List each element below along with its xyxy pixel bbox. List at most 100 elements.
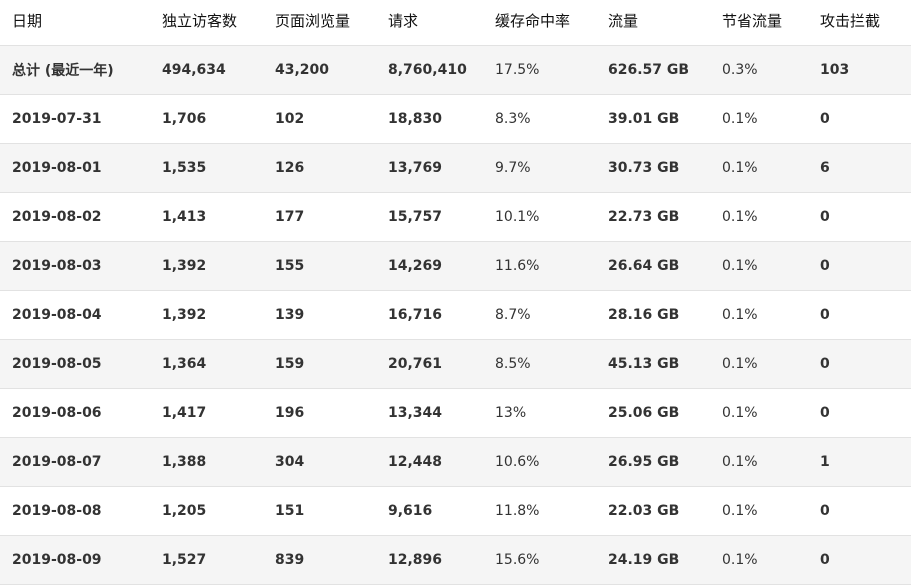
table-row: 2019-08-01 1,535 126 13,769 9.7% 30.73 GB 0.1%… — [0, 143, 911, 193]
traffic-cell: 26.64 GB — [596, 241, 710, 291]
unique-visitors-cell: 1,413 — [150, 192, 263, 242]
table-row: 2019-08-05 1,364 159 20,761 8.5% 45.13 GB 0.1%… — [0, 339, 911, 389]
requests-cell: 13,769 — [376, 143, 483, 193]
header-page-views: 页面浏览量 — [263, 0, 376, 46]
traffic-cell: 22.03 GB — [596, 486, 710, 536]
header-row: 日期 独立访客数 页面浏览量 请求 缓存命中率 流量 节省流量 攻击拦截 — [0, 0, 911, 46]
header-cache-hit-rate: 缓存命中率 — [483, 0, 596, 46]
saved-traffic-cell: 0.1% — [710, 94, 808, 144]
table-body: 总计 (最近一年) 494,634 43,200 8,760,410 17.5% 626.… — [0, 45, 911, 585]
saved-traffic-cell: 0.3% — [710, 45, 808, 95]
table-row: 2019-08-06 1,417 196 13,344 13% 25.06 GB 0.1% 0 — [0, 388, 911, 438]
attacks-blocked-cell: 0 — [808, 290, 911, 340]
page-views-cell: 839 — [263, 535, 376, 585]
traffic-cell: 28.16 GB — [596, 290, 710, 340]
attacks-blocked-cell: 0 — [808, 486, 911, 536]
page-views-cell: 126 — [263, 143, 376, 193]
saved-traffic-cell: 0.1% — [710, 437, 808, 487]
traffic-cell: 26.95 GB — [596, 437, 710, 487]
unique-visitors-cell: 1,535 — [150, 143, 263, 193]
page-views-cell: 102 — [263, 94, 376, 144]
unique-visitors-cell: 1,205 — [150, 486, 263, 536]
date-cell: 2019-08-06 — [0, 388, 150, 438]
attacks-blocked-cell: 103 — [808, 45, 911, 95]
saved-traffic-cell: 0.1% — [710, 486, 808, 536]
date-cell: 2019-08-08 — [0, 486, 150, 536]
cache-hit-rate-cell: 11.8% — [483, 486, 596, 536]
date-cell: 2019-08-09 — [0, 535, 150, 585]
page-views-cell: 177 — [263, 192, 376, 242]
cache-hit-rate-cell: 13% — [483, 388, 596, 438]
cache-hit-rate-cell: 8.5% — [483, 339, 596, 389]
page-views-cell: 151 — [263, 486, 376, 536]
saved-traffic-cell: 0.1% — [710, 192, 808, 242]
table-row: 2019-07-31 1,706 102 18,830 8.3% 39.01 GB 0.1%… — [0, 94, 911, 144]
unique-visitors-cell: 1,706 — [150, 94, 263, 144]
table-row: 2019-08-09 1,527 839 12,896 15.6% 24.19 GB 0.1… — [0, 535, 911, 585]
unique-visitors-cell: 1,417 — [150, 388, 263, 438]
total-row: 总计 (最近一年) 494,634 43,200 8,760,410 17.5% 626.… — [0, 45, 911, 95]
page-views-cell: 155 — [263, 241, 376, 291]
traffic-cell: 22.73 GB — [596, 192, 710, 242]
table-row: 2019-08-04 1,392 139 16,716 8.7% 28.16 GB 0.1%… — [0, 290, 911, 340]
traffic-cell: 25.06 GB — [596, 388, 710, 438]
date-cell: 2019-07-31 — [0, 94, 150, 144]
cache-hit-rate-cell: 10.6% — [483, 437, 596, 487]
requests-cell: 18,830 — [376, 94, 483, 144]
date-cell: 2019-08-05 — [0, 339, 150, 389]
cache-hit-rate-cell: 17.5% — [483, 45, 596, 95]
header-attacks-blocked: 攻击拦截 — [808, 0, 911, 46]
page-views-cell: 43,200 — [263, 45, 376, 95]
traffic-cell: 626.57 GB — [596, 45, 710, 95]
header-saved-traffic: 节省流量 — [710, 0, 808, 46]
requests-cell: 8,760,410 — [376, 45, 483, 95]
header-date: 日期 — [0, 0, 150, 46]
requests-cell: 9,616 — [376, 486, 483, 536]
date-cell: 2019-08-07 — [0, 437, 150, 487]
unique-visitors-cell: 1,392 — [150, 290, 263, 340]
page-views-cell: 139 — [263, 290, 376, 340]
attacks-blocked-cell: 6 — [808, 143, 911, 193]
attacks-blocked-cell: 0 — [808, 192, 911, 242]
page-views-cell: 304 — [263, 437, 376, 487]
traffic-cell: 39.01 GB — [596, 94, 710, 144]
cache-hit-rate-cell: 10.1% — [483, 192, 596, 242]
page-views-cell: 196 — [263, 388, 376, 438]
unique-visitors-cell: 1,392 — [150, 241, 263, 291]
requests-cell: 12,896 — [376, 535, 483, 585]
saved-traffic-cell: 0.1% — [710, 241, 808, 291]
cache-hit-rate-cell: 15.6% — [483, 535, 596, 585]
attacks-blocked-cell: 0 — [808, 535, 911, 585]
date-cell: 2019-08-02 — [0, 192, 150, 242]
table-header: 日期 独立访客数 页面浏览量 请求 缓存命中率 流量 节省流量 攻击拦截 — [0, 0, 911, 46]
attacks-blocked-cell: 0 — [808, 241, 911, 291]
traffic-cell: 24.19 GB — [596, 535, 710, 585]
page-views-cell: 159 — [263, 339, 376, 389]
requests-cell: 13,344 — [376, 388, 483, 438]
cache-hit-rate-cell: 8.7% — [483, 290, 596, 340]
cache-hit-rate-cell: 11.6% — [483, 241, 596, 291]
date-cell: 2019-08-03 — [0, 241, 150, 291]
unique-visitors-cell: 494,634 — [150, 45, 263, 95]
requests-cell: 20,761 — [376, 339, 483, 389]
saved-traffic-cell: 0.1% — [710, 339, 808, 389]
unique-visitors-cell: 1,364 — [150, 339, 263, 389]
attacks-blocked-cell: 1 — [808, 437, 911, 487]
saved-traffic-cell: 0.1% — [710, 143, 808, 193]
table-row: 2019-08-08 1,205 151 9,616 11.8% 22.03 GB 0.1%… — [0, 486, 911, 536]
unique-visitors-cell: 1,527 — [150, 535, 263, 585]
saved-traffic-cell: 0.1% — [710, 290, 808, 340]
table-row: 2019-08-07 1,388 304 12,448 10.6% 26.95 GB 0.1… — [0, 437, 911, 487]
saved-traffic-cell: 0.1% — [710, 535, 808, 585]
attacks-blocked-cell: 0 — [808, 339, 911, 389]
requests-cell: 16,716 — [376, 290, 483, 340]
saved-traffic-cell: 0.1% — [710, 388, 808, 438]
requests-cell: 15,757 — [376, 192, 483, 242]
attacks-blocked-cell: 0 — [808, 94, 911, 144]
attacks-blocked-cell: 0 — [808, 388, 911, 438]
table-row: 2019-08-02 1,413 177 15,757 10.1% 22.73 GB 0.1… — [0, 192, 911, 242]
cache-hit-rate-cell: 8.3% — [483, 94, 596, 144]
header-traffic: 流量 — [596, 0, 710, 46]
header-requests: 请求 — [376, 0, 483, 46]
